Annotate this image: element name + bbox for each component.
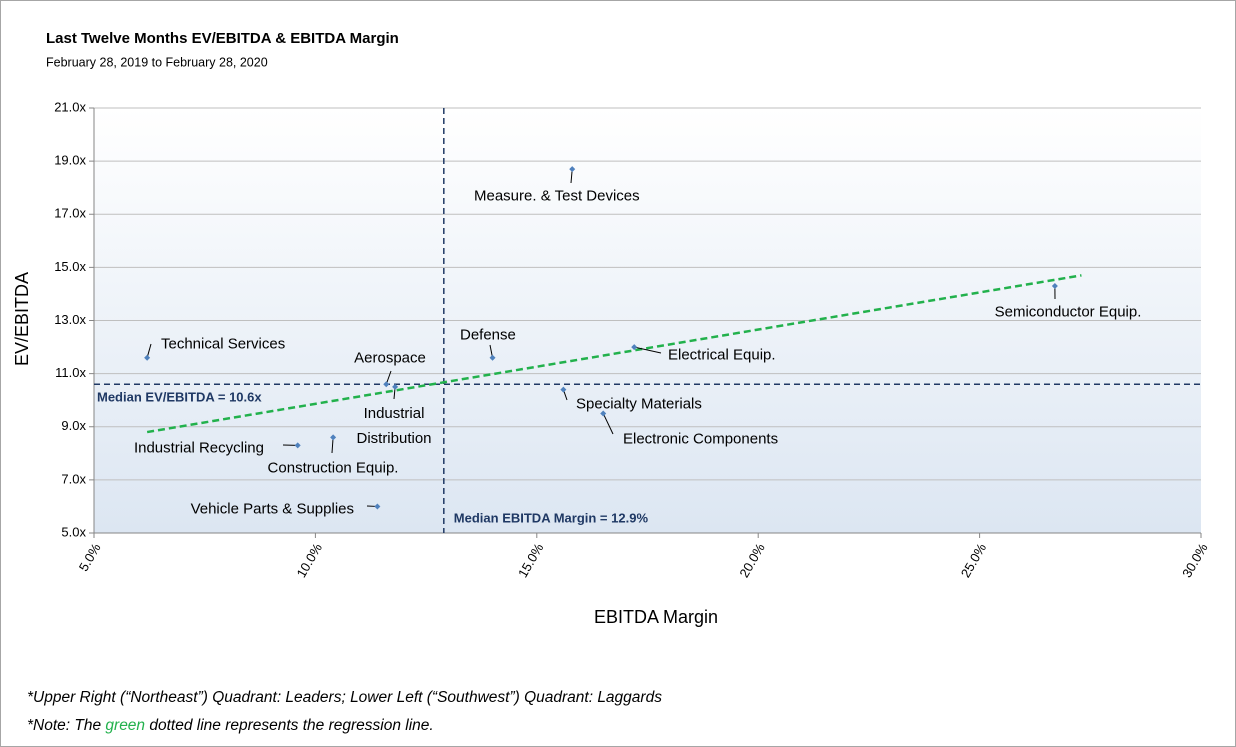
point-label: Measure. & Test Devices — [474, 187, 640, 205]
point — [374, 503, 381, 510]
y-tick-label: 11.0x — [55, 365, 86, 380]
point-label: Semiconductor Equip. — [994, 303, 1142, 321]
point-label: Specialty Materials — [576, 395, 702, 413]
note: *Note: The green dotted line represents … — [27, 717, 434, 735]
point-label: Industrial Recycling — [133, 439, 264, 457]
point — [600, 410, 607, 417]
regression-line — [146, 274, 1082, 434]
y-tick-label: 15.0x — [54, 259, 86, 274]
note: *Upper Right (“Northeast”) Quadrant: Lea… — [27, 689, 662, 706]
y-tick-label: 7.0x — [61, 471, 86, 486]
x-tick-label: 10.0% — [294, 540, 326, 580]
point — [489, 354, 496, 361]
y-tick-label: 17.0x — [54, 206, 86, 221]
point-label: Electrical Equip. — [668, 346, 776, 364]
chart-title: Last Twelve Months EV/EBITDA & EBITDA Ma… — [46, 30, 399, 47]
point — [392, 383, 399, 390]
x-tick-label: 20.0% — [736, 540, 768, 580]
point — [631, 344, 638, 351]
note-text: dotted line represents the regression li… — [145, 717, 434, 734]
x-tick-label: 5.0% — [76, 540, 104, 574]
chart-subtitle: February 28, 2019 to February 28, 2020 — [46, 55, 268, 69]
point-label: Vehicle Parts & Supplies — [190, 500, 354, 518]
point-label: Aerospace — [354, 349, 426, 367]
median-label: Median EBITDA Margin = 12.9% — [454, 510, 649, 525]
point — [144, 354, 151, 361]
leader-line — [602, 413, 614, 435]
y-tick-label: 21.0x — [54, 99, 86, 114]
x-tick-label: 30.0% — [1179, 540, 1211, 580]
point — [560, 386, 567, 393]
note-text: *Note: The — [27, 717, 106, 734]
leader-line — [385, 370, 392, 385]
leader-line — [634, 346, 662, 354]
x-tick-label: 15.0% — [515, 540, 547, 580]
y-tick-label: 13.0x — [54, 312, 86, 327]
point-label: Construction Equip. — [267, 459, 399, 477]
point-label: Electronic Components — [623, 430, 779, 448]
note-highlight: green — [105, 717, 146, 734]
y-tick-label: 5.0x — [61, 524, 86, 539]
point — [1051, 282, 1058, 289]
median-label: Median EV/EBITDA = 10.6x — [97, 390, 262, 405]
point — [383, 381, 390, 388]
point-label: Industrial Distribution — [356, 405, 432, 447]
point — [569, 166, 576, 173]
point — [330, 434, 337, 441]
point — [294, 442, 301, 449]
point-label: Defense — [460, 326, 516, 344]
y-axis-label: EV/EBITDA — [12, 272, 32, 366]
x-axis-label: EBITDA Margin — [594, 607, 718, 627]
point-label: Technical Services — [161, 335, 286, 353]
y-tick-label: 19.0x — [54, 153, 86, 168]
x-tick-label: 25.0% — [958, 540, 990, 580]
y-tick-label: 9.0x — [61, 418, 86, 433]
